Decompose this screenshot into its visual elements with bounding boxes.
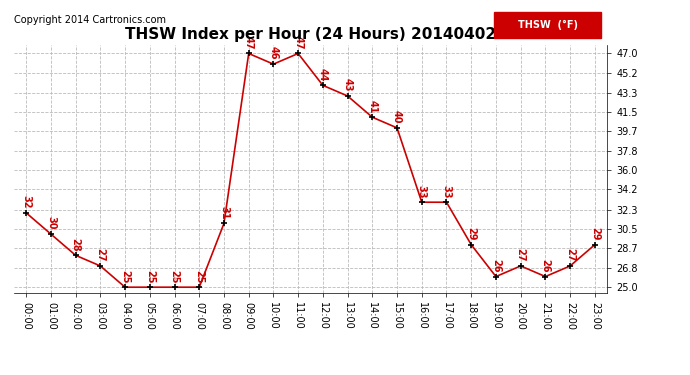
Text: 25: 25 <box>195 270 204 283</box>
Text: 26: 26 <box>491 259 501 272</box>
Text: 26: 26 <box>540 259 551 272</box>
Text: 30: 30 <box>46 216 56 230</box>
Text: 27: 27 <box>95 248 106 262</box>
Text: 46: 46 <box>268 46 278 60</box>
Text: 33: 33 <box>417 184 426 198</box>
Text: 27: 27 <box>515 248 526 262</box>
Text: 32: 32 <box>21 195 31 208</box>
Text: THSW  (°F): THSW (°F) <box>518 20 578 30</box>
Text: 44: 44 <box>318 68 328 81</box>
Text: Copyright 2014 Cartronics.com: Copyright 2014 Cartronics.com <box>14 15 166 25</box>
Text: 29: 29 <box>590 227 600 240</box>
Text: 28: 28 <box>70 237 81 251</box>
Text: 29: 29 <box>466 227 476 240</box>
Text: 47: 47 <box>293 36 303 50</box>
Text: 47: 47 <box>244 36 254 50</box>
Text: 31: 31 <box>219 206 229 219</box>
Title: THSW Index per Hour (24 Hours) 20140402: THSW Index per Hour (24 Hours) 20140402 <box>125 27 496 42</box>
Text: 43: 43 <box>343 78 353 92</box>
Text: 25: 25 <box>120 270 130 283</box>
Text: 25: 25 <box>145 270 155 283</box>
Text: 33: 33 <box>442 184 451 198</box>
Text: 27: 27 <box>565 248 575 262</box>
FancyBboxPatch shape <box>495 12 601 38</box>
Text: 40: 40 <box>392 110 402 124</box>
Text: 41: 41 <box>367 100 377 113</box>
Text: 25: 25 <box>170 270 179 283</box>
